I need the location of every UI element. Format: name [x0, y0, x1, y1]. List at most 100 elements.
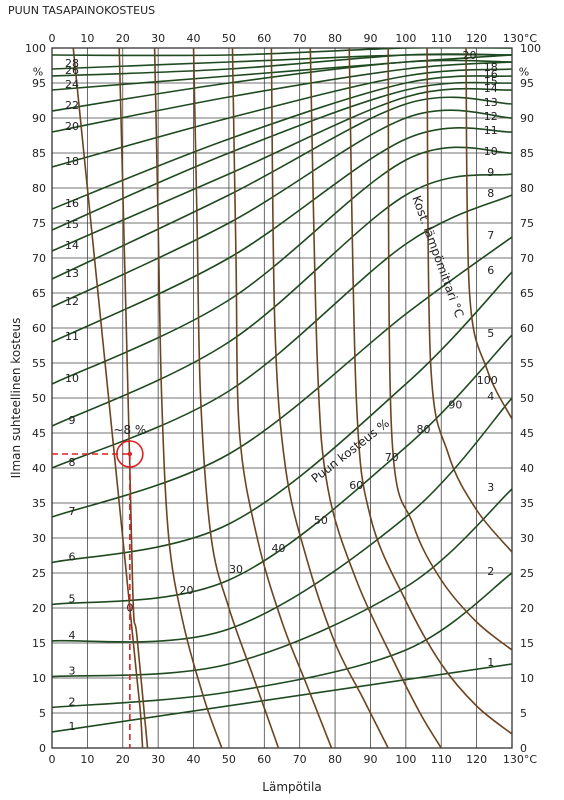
emc-label-right: 1	[487, 656, 494, 669]
y-tick-label-right: 55	[520, 357, 534, 370]
x-tick-label-bottom: 110	[431, 753, 452, 766]
y-tick-label-right: 35	[520, 497, 534, 510]
wetbulb-curve-60	[309, 48, 442, 748]
wetbulb-label-60: 60	[349, 479, 363, 492]
y-tick-label-left: 35	[32, 497, 46, 510]
x-tick-label-bottom: 70	[293, 753, 307, 766]
marker-label: ~8 %	[113, 423, 146, 437]
y-tick-label-left: 30	[32, 532, 46, 545]
emc-label-right: 11	[484, 124, 498, 137]
wetbulb-label-90: 90	[448, 399, 462, 412]
wetbulb-label-70: 70	[385, 451, 399, 464]
emc-curve-8	[52, 194, 512, 469]
x-tick-label-top: 40	[187, 32, 201, 45]
emc-label-left: 24	[65, 78, 79, 91]
y-tick-label-right: 60	[520, 322, 534, 335]
emc-label-left: 7	[69, 505, 76, 518]
emc-label-right: 14	[484, 82, 498, 95]
emc-label-right: 16	[484, 68, 498, 81]
emc-curve-14	[52, 87, 512, 252]
emc-label-right: 10	[484, 145, 498, 158]
emc-label-left: 2	[69, 695, 76, 708]
emc-label-right: 5	[487, 327, 494, 340]
wetbulb-label-50: 50	[314, 514, 328, 527]
x-tick-label-top: 80	[328, 32, 342, 45]
chart-title: PUUN TASAPAINOKOSTEUS	[8, 4, 156, 17]
emc-curve-4	[52, 397, 512, 643]
y-tick-label-left: 95	[32, 77, 46, 90]
x-tick-label-bottom: 120	[466, 753, 487, 766]
x-tick-label-top: 10	[80, 32, 94, 45]
y-unit-right: %	[519, 66, 529, 79]
wetbulb-label-100: 100	[477, 374, 498, 387]
emc-curve-2	[52, 572, 512, 709]
emc-curve-1	[52, 663, 512, 733]
y-tick-label-left: 70	[32, 252, 46, 265]
emc-curve-22	[52, 59, 512, 112]
emc-curve-20	[52, 61, 512, 133]
x-tick-label-top: 30	[151, 32, 165, 45]
y-tick-label-right: 90	[520, 112, 534, 125]
wetbulb-curve-0	[72, 48, 144, 748]
x-tick-label-bottom: 0	[49, 753, 56, 766]
y-tick-label-right: 30	[520, 532, 534, 545]
y-axis-title: Ilman suhteellinen kosteus	[9, 318, 23, 479]
wetbulb-curve-70	[348, 48, 512, 735]
x-tick-label-top: 110	[431, 32, 452, 45]
y-tick-label-left: 10	[32, 672, 46, 685]
x-axis-title: Lämpötila	[262, 780, 322, 794]
y-tick-label-right: 100	[520, 42, 541, 55]
x-tick-label-top: 20	[116, 32, 130, 45]
y-tick-label-left: 100	[25, 42, 46, 55]
x-tick-label-top: 90	[363, 32, 377, 45]
x-tick-label-top: 130°C	[503, 32, 537, 45]
y-tick-label-left: 55	[32, 357, 46, 370]
x-tick-label-bottom: 90	[363, 753, 377, 766]
y-tick-label-left: 50	[32, 392, 46, 405]
emc-label-left: 4	[69, 629, 76, 642]
emc-curve-10	[52, 146, 512, 385]
x-tick-label-bottom: 30	[151, 753, 165, 766]
emc-label-right: 13	[484, 96, 498, 109]
emc-label-left: 13	[65, 267, 79, 280]
y-tick-label-right: 25	[520, 567, 534, 580]
y-tick-label-left: 40	[32, 462, 46, 475]
emc-label-left: 28	[65, 57, 79, 70]
y-tick-label-left: 80	[32, 182, 46, 195]
emc-label-left: 22	[65, 99, 79, 112]
emc-label-right: 8	[487, 187, 494, 200]
wetbulb-label-80: 80	[417, 423, 431, 436]
emc-curve-9	[52, 173, 512, 427]
emc-label-right: 4	[487, 390, 494, 403]
x-tick-label-bottom: 20	[116, 753, 130, 766]
x-tick-label-top: 0	[49, 32, 56, 45]
y-tick-label-right: 40	[520, 462, 534, 475]
y-tick-label-left: 25	[32, 567, 46, 580]
y-tick-label-left: 0	[39, 742, 46, 755]
marker-circle	[116, 440, 144, 468]
y-tick-label-left: 20	[32, 602, 46, 615]
emc-label-left: 18	[65, 155, 79, 168]
x-tick-label-bottom: 10	[80, 753, 94, 766]
y-tick-label-right: 10	[520, 672, 534, 685]
emc-label-right: 2	[487, 565, 494, 578]
emc-label-left: 5	[69, 593, 76, 606]
x-tick-label-bottom: 40	[187, 753, 201, 766]
x-tick-label-top: 60	[257, 32, 271, 45]
wetbulb-label-40: 40	[271, 542, 285, 555]
emc-label-right: 12	[484, 110, 498, 123]
emc-label-left: 8	[69, 456, 76, 469]
wetbulb-curve-20	[153, 48, 223, 748]
emc-label-left: 1	[69, 720, 76, 733]
y-tick-label-right: 45	[520, 427, 534, 440]
y-tick-label-left: 85	[32, 147, 46, 160]
emc-label-right: 3	[487, 481, 494, 494]
emc-label-left: 10	[65, 372, 79, 385]
emc-curve-28	[52, 53, 512, 70]
emc-curve-24	[52, 54, 512, 91]
emc-curve-30	[52, 48, 512, 57]
y-tick-label-right: 75	[520, 217, 534, 230]
wetbulb-curve-100	[465, 48, 512, 420]
x-tick-label-bottom: 100	[395, 753, 416, 766]
